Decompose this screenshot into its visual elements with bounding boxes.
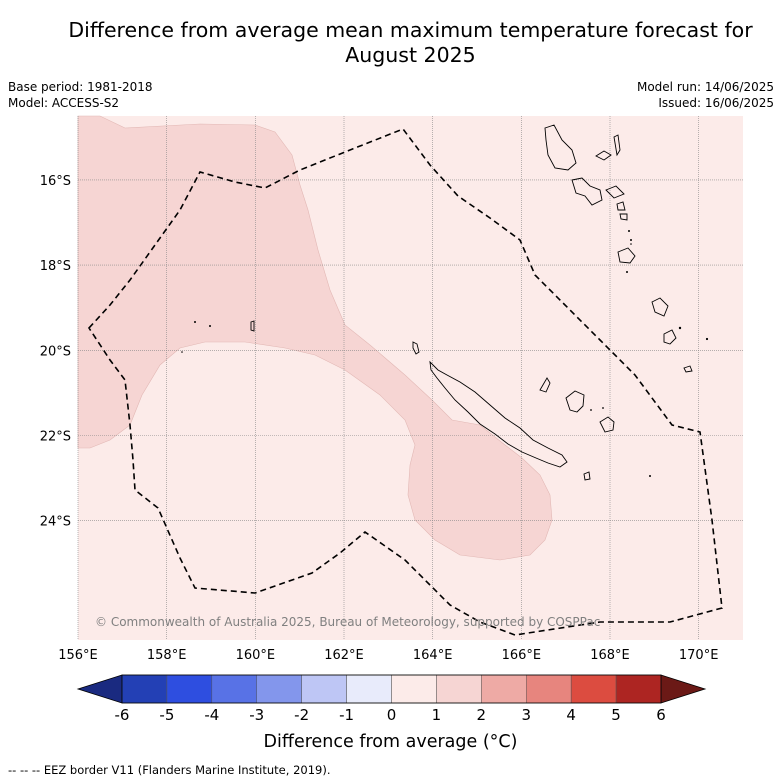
colorbar-tick-label: 4 (566, 706, 576, 724)
colorbar-tick-label: -4 (204, 706, 219, 724)
colorbar-segment (481, 674, 527, 704)
colorbar-outline (121, 674, 662, 704)
lat-tick-label: 20°S (40, 344, 71, 359)
vanuatu-erromango (651, 297, 669, 317)
loyalty-island-lifou (565, 390, 585, 413)
colorbar-segment (346, 674, 392, 704)
colorbar: -6 -5 -4 -3 -2 -1 0 1 2 3 4 5 6 (76, 674, 707, 724)
latitude-tick-labels: 16°S 18°S 20°S 22°S 24°S (40, 174, 71, 530)
vanuatu-epi (616, 201, 626, 211)
colorbar-tick-label: -3 (249, 706, 264, 724)
colorbar-segment (121, 674, 168, 704)
belep-islands (412, 341, 420, 355)
title-line-1: Difference from average mean maximum tem… (68, 18, 753, 42)
vanuatu-espiritu-santo (544, 124, 577, 171)
colorbar-segment (391, 674, 437, 704)
title-line-2: August 2025 (345, 43, 476, 67)
lat-tick-label: 24°S (40, 515, 71, 530)
lat-tick-label: 16°S (40, 174, 71, 189)
eez-border (87, 128, 723, 636)
colorbar-extend-high (660, 674, 707, 704)
colorbar-tick-label: 6 (656, 706, 666, 724)
vanuatu-malo (595, 150, 612, 161)
lon-tick-label: 168°E (590, 648, 630, 663)
shaded-region-anomaly (77, 115, 553, 561)
lat-tick-label: 22°S (40, 430, 71, 445)
small-islets (181, 230, 709, 477)
lon-tick-label: 158°E (147, 648, 187, 663)
eez-legend-note: -- -- -- EEZ border V11 (Flanders Marine… (8, 763, 331, 777)
new-caledonia-island (429, 360, 568, 468)
colorbar-segment (436, 674, 482, 704)
lat-tick-label: 18°S (40, 259, 71, 274)
vanuatu-malekula (571, 177, 603, 206)
base-period: Base period: 1981-2018 (8, 80, 153, 94)
lon-tick-label: 160°E (236, 648, 276, 663)
colorbar-tick-label: 5 (611, 706, 621, 724)
gridlines (77, 116, 743, 640)
vanuatu-shepherd (619, 213, 628, 221)
lon-tick-label: 162°E (324, 648, 364, 663)
meta-left: Base period: 1981-2018 Model: ACCESS-S2 (8, 79, 153, 111)
vanuatu-ambrym (605, 185, 625, 199)
colorbar-title: Difference from average (°C) (263, 732, 518, 752)
colorbar-segment (301, 674, 347, 704)
vanuatu-aneityum (683, 365, 693, 373)
colorbar-tick-label: -1 (339, 706, 354, 724)
colorbar-tick-label: 2 (477, 706, 487, 724)
lon-tick-label: 170°E (679, 648, 719, 663)
colorbar-segment (526, 674, 572, 704)
colorbar-tick-label: -2 (294, 706, 309, 724)
lon-tick-label: 156°E (58, 648, 98, 663)
isle-of-pines (583, 471, 591, 481)
copyright-notice: © Commonwealth of Australia 2025, Bureau… (95, 615, 600, 629)
colorbar-segment (256, 674, 302, 704)
issued-date: Issued: 16/06/2025 (658, 96, 774, 110)
chart-title: Difference from average mean maximum tem… (0, 18, 781, 68)
colorbar-extend-low (76, 674, 123, 704)
model-name: Model: ACCESS-S2 (8, 96, 120, 110)
colorbar-segment (166, 674, 213, 704)
loyalty-island-ouvea (539, 377, 551, 393)
vanuatu-maewo (613, 134, 621, 157)
model-run: Model run: 14/06/2025 (636, 80, 774, 94)
colorbar-tick-label: 0 (387, 706, 397, 724)
lon-tick-label: 166°E (502, 648, 542, 663)
longitude-tick-labels: 156°E 158°E 160°E 162°E 164°E 166°E 168°E 170°E (58, 648, 718, 663)
small-reef-islet (250, 320, 255, 332)
colorbar-tick-label: -6 (115, 706, 130, 724)
vanuatu-efate (617, 247, 636, 264)
vanuatu-tanna (663, 329, 677, 345)
loyalty-island-mare (599, 416, 615, 433)
colorbar-segment (570, 674, 617, 704)
meta-right: Model run: 14/06/2025 Issued: 16/06/2025 (637, 79, 774, 111)
lon-tick-label: 164°E (413, 648, 453, 663)
colorbar-segment (615, 674, 662, 704)
colorbar-tick-label: 1 (432, 706, 442, 724)
colorbar-segment (211, 674, 257, 704)
colorbar-tick-label: 3 (521, 706, 531, 724)
colorbar-tick-label: -5 (159, 706, 174, 724)
